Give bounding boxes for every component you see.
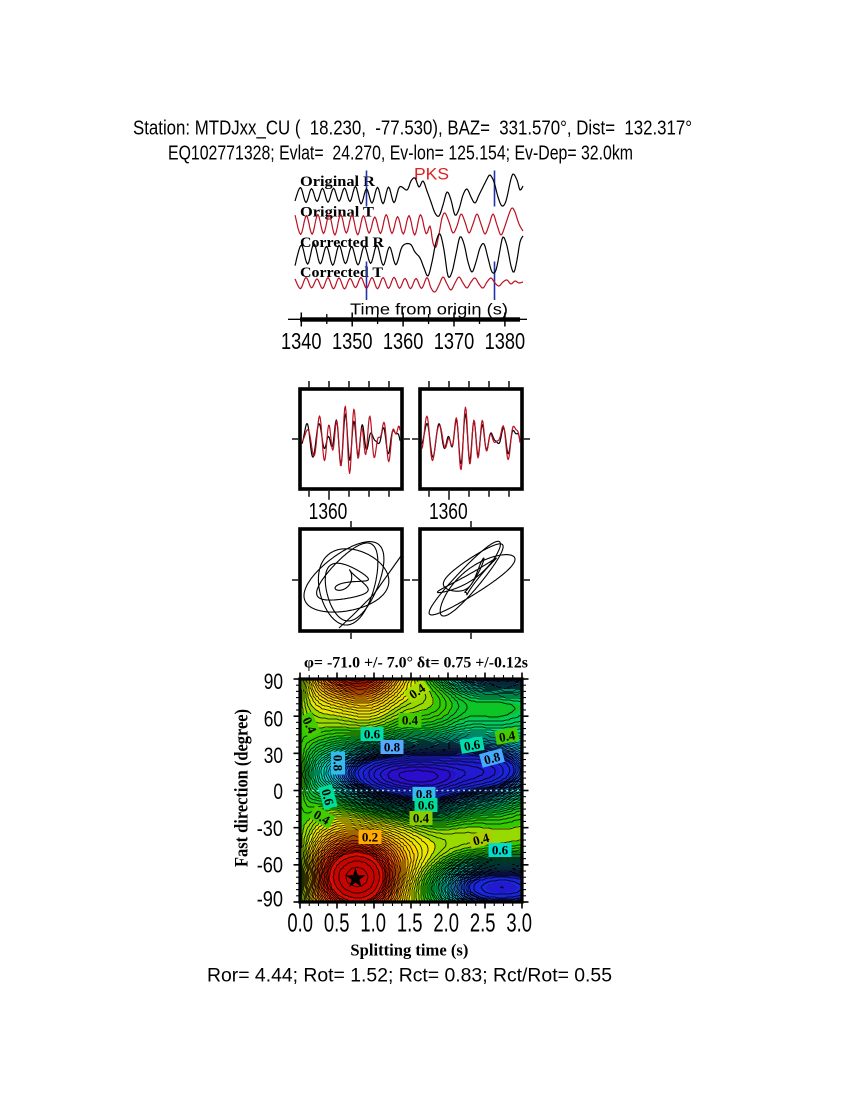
svg-text:1350: 1350 bbox=[332, 328, 373, 354]
svg-text:0.8: 0.8 bbox=[384, 740, 401, 755]
svg-text:0.6: 0.6 bbox=[364, 727, 381, 742]
svg-text:1340: 1340 bbox=[281, 328, 322, 354]
svg-text:0.6: 0.6 bbox=[492, 843, 509, 858]
svg-text:0.0: 0.0 bbox=[287, 908, 313, 938]
svg-text:1360: 1360 bbox=[429, 498, 468, 524]
svg-text:EQ102771328; Evlat= 24.270, E: EQ102771328; Evlat= 24.270, Ev-lon= 125.… bbox=[168, 143, 633, 165]
svg-text:0: 0 bbox=[273, 779, 283, 804]
svg-text:Fast direction (degree): Fast direction (degree) bbox=[233, 709, 253, 867]
svg-text:1.5: 1.5 bbox=[397, 908, 423, 938]
svg-text:φ= -71.0 +/- 7.0° δt= 0.75 +/-: φ= -71.0 +/- 7.0° δt= 0.75 +/-0.12s bbox=[304, 655, 528, 672]
svg-text:0.8: 0.8 bbox=[416, 787, 433, 802]
svg-text:Corrected T: Corrected T bbox=[300, 265, 383, 281]
svg-text:-30: -30 bbox=[257, 816, 283, 841]
svg-text:60: 60 bbox=[264, 706, 283, 731]
svg-text:0.4: 0.4 bbox=[413, 811, 430, 826]
svg-text:0.4: 0.4 bbox=[471, 830, 491, 849]
svg-text:0.2: 0.2 bbox=[362, 830, 378, 845]
svg-text:2.0: 2.0 bbox=[433, 908, 459, 938]
svg-text:0.4: 0.4 bbox=[402, 713, 419, 728]
svg-text:0.6: 0.6 bbox=[418, 798, 435, 813]
svg-text:1370: 1370 bbox=[434, 328, 475, 354]
svg-text:30: 30 bbox=[264, 743, 283, 768]
svg-text:0.6: 0.6 bbox=[463, 736, 482, 754]
svg-text:-60: -60 bbox=[257, 852, 283, 877]
svg-text:Time from origin (s): Time from origin (s) bbox=[350, 302, 508, 319]
svg-text:Corrected R: Corrected R bbox=[300, 235, 384, 251]
svg-text:Ror= 4.44; Rot= 1.52; Rct= 0.8: Ror= 4.44; Rot= 1.52; Rct= 0.83; Rct/Rot… bbox=[207, 965, 612, 987]
svg-text:1380: 1380 bbox=[485, 328, 526, 354]
svg-text:Splitting time (s): Splitting time (s) bbox=[350, 941, 468, 960]
svg-text:PKS: PKS bbox=[414, 166, 449, 184]
svg-text:0.6: 0.6 bbox=[318, 787, 337, 807]
svg-text:Station: MTDJxx_CU ( 18.230,: Station: MTDJxx_CU ( 18.230, -77.530), B… bbox=[133, 118, 692, 140]
svg-text:3.0: 3.0 bbox=[506, 908, 532, 938]
svg-text:0.8: 0.8 bbox=[482, 749, 502, 768]
svg-text:-90: -90 bbox=[257, 887, 283, 912]
svg-text:2.5: 2.5 bbox=[470, 908, 496, 938]
svg-text:1360: 1360 bbox=[309, 498, 348, 524]
svg-text:0.4: 0.4 bbox=[300, 715, 321, 737]
svg-text:0.8: 0.8 bbox=[330, 755, 345, 772]
svg-text:Original T: Original T bbox=[300, 205, 374, 221]
svg-text:0.5: 0.5 bbox=[324, 908, 350, 938]
svg-text:1360: 1360 bbox=[383, 328, 424, 354]
svg-text:Original R: Original R bbox=[300, 174, 375, 190]
svg-text:1.0: 1.0 bbox=[360, 908, 386, 938]
svg-text:0.4: 0.4 bbox=[498, 727, 517, 745]
svg-text:0.4: 0.4 bbox=[311, 807, 333, 828]
svg-text:90: 90 bbox=[264, 669, 283, 694]
